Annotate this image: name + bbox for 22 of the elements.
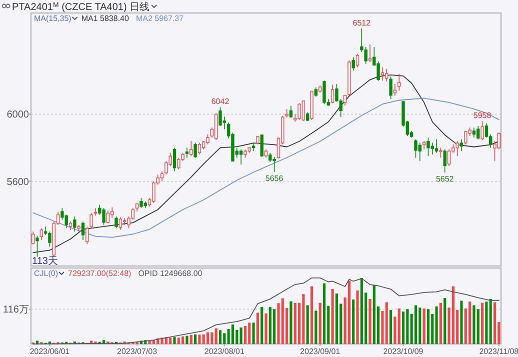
annotation: 6512 [352,18,372,28]
annotation: 5652 [436,174,454,184]
y-tick-label: 5600 [6,176,30,188]
text: OPID 1249668.00 [138,269,203,278]
annotation: 6042 [211,97,230,106]
x-tick-label: 2023/06/01 [30,347,70,356]
x-tick-label: 2023/10/09 [383,347,424,356]
annotation: 113天 [32,256,58,267]
legend-title: MA(15,35) [34,14,72,23]
x-tick-label: 2023/09/01 [300,347,341,356]
y-tick-label: 6000 [6,110,30,121]
legend-title: CJL(0) [34,269,58,278]
text: MA1 5838.40 [81,14,130,23]
annotation: 5656 [265,174,284,183]
x-tick-label: 2023/07/03 [117,347,158,356]
annotation: 5958 [473,111,492,120]
y-tick-label: 116万 [3,304,29,316]
x-tick-label: 2023/11/08 [479,347,518,356]
text: 729237.00(52:48) [68,269,132,278]
x-tick-label: 2023/08/01 [204,347,245,356]
chart-title: PTA2401$^{M}$ (CZCE TA401) 日线 [12,1,150,13]
text: MA2 5967.37 [136,14,184,23]
